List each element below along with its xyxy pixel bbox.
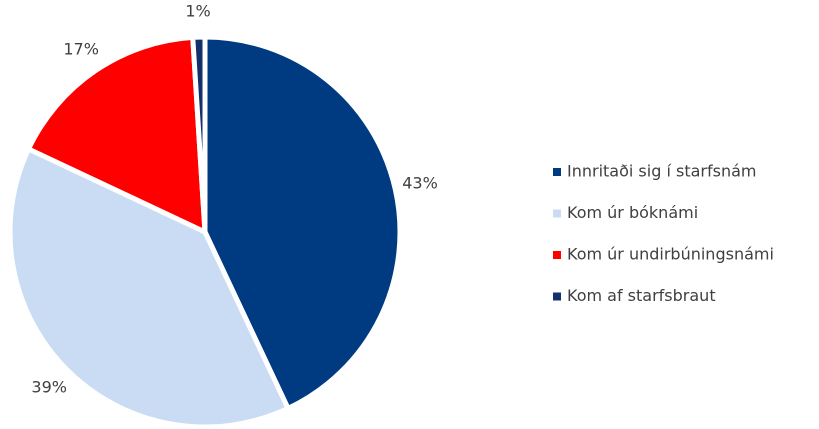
legend-swatch (553, 251, 561, 259)
data-label: 39% (31, 377, 67, 396)
legend-label: Kom úr undirbúningsnámi (567, 245, 774, 264)
data-label: 1% (185, 1, 210, 20)
legend-swatch (553, 292, 561, 301)
legend-label: Innritaði sig í starfsnám (567, 162, 756, 181)
pie-slice (202, 34, 403, 412)
legend-swatch (553, 168, 561, 176)
pie-slice (25, 34, 208, 237)
legend-label: Kom af starfsbraut (567, 286, 716, 305)
pie-slice (190, 34, 208, 233)
data-label: 17% (63, 39, 99, 58)
data-label: 43% (402, 173, 438, 192)
legend-label: Kom úr bóknámi (567, 203, 698, 222)
legend-swatch (553, 209, 561, 218)
